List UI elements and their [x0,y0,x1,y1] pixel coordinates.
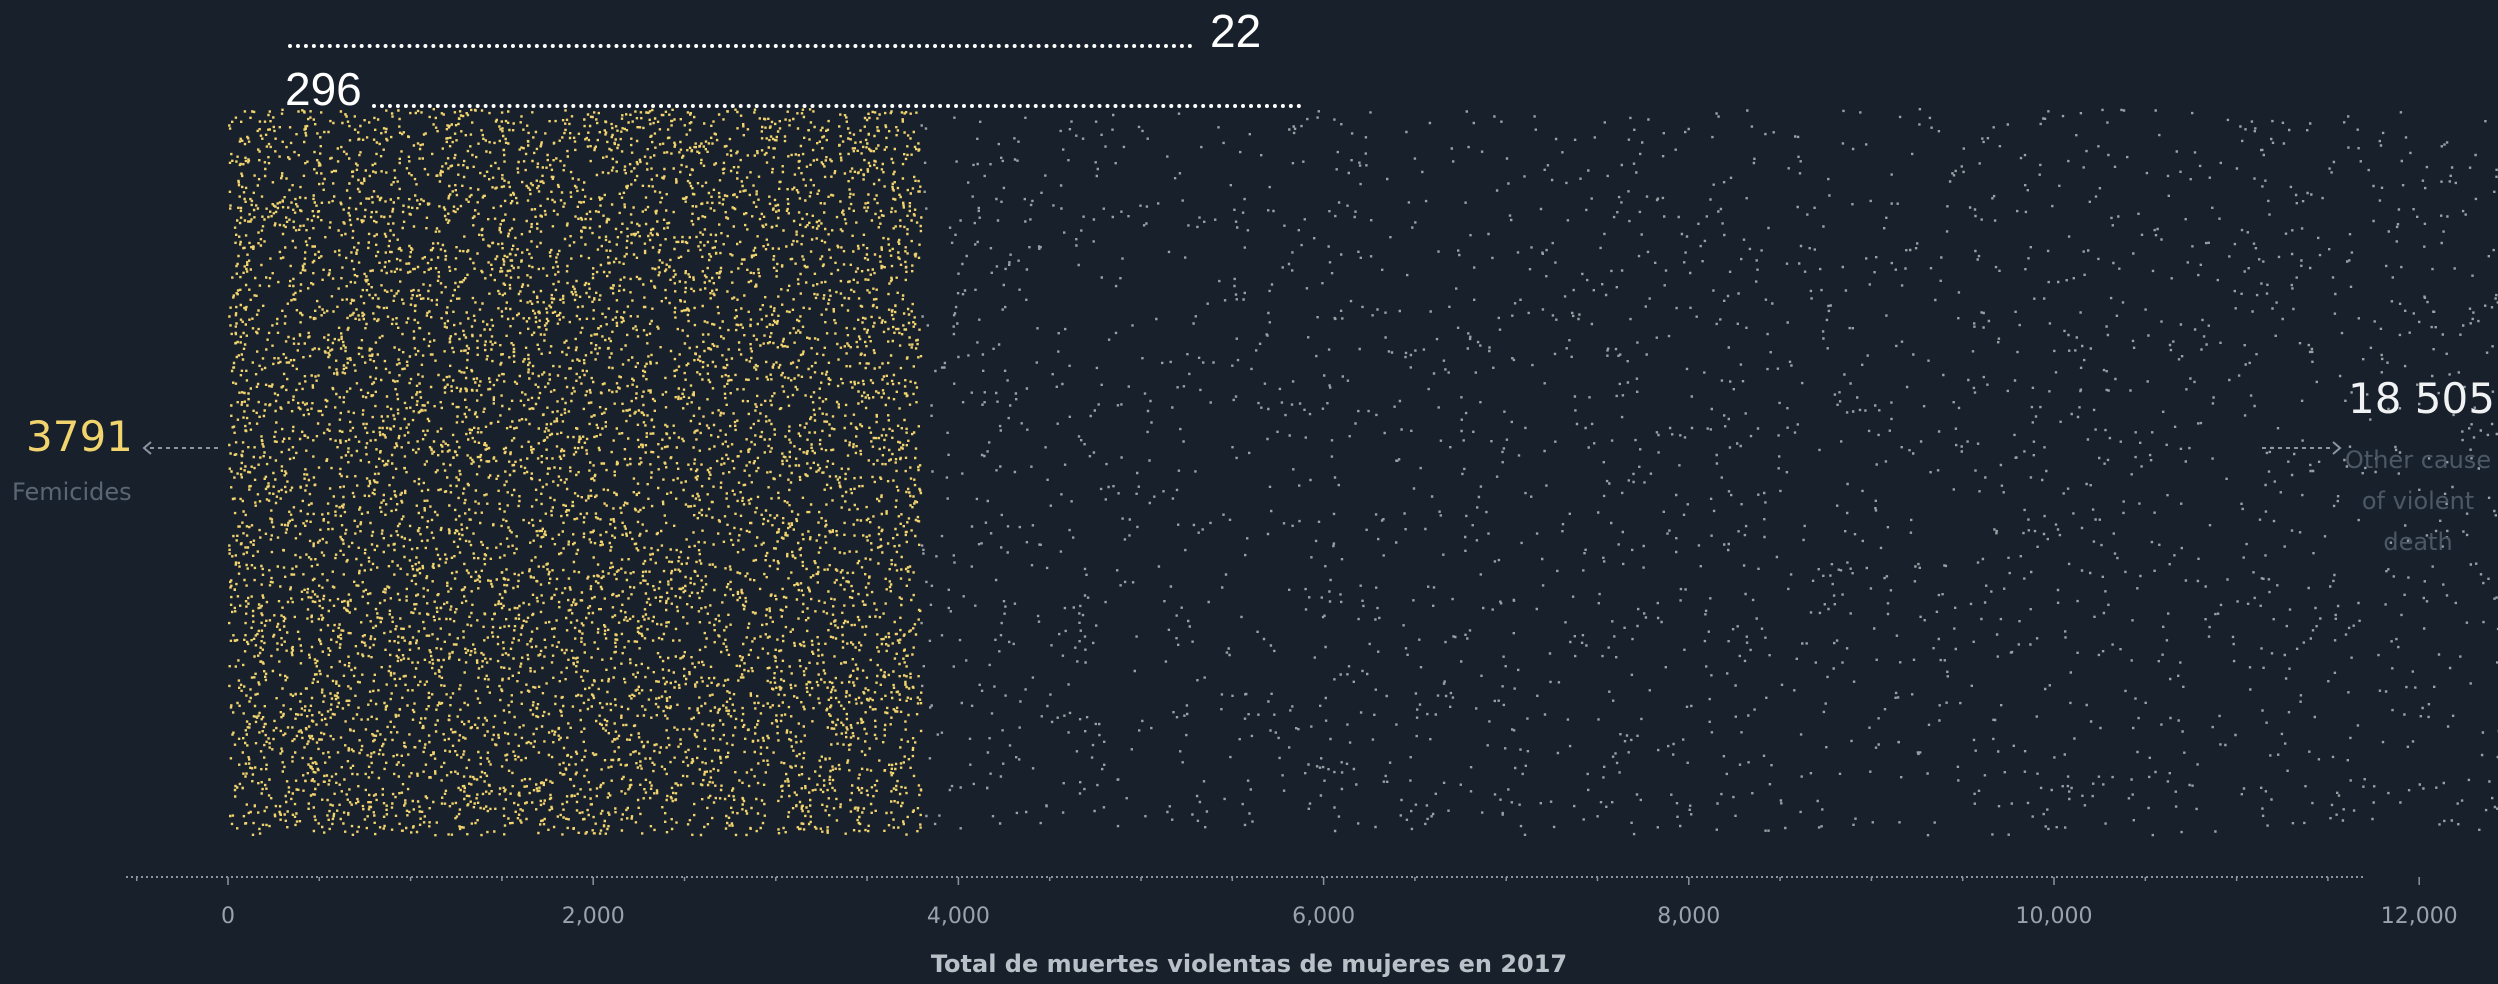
x-tick-label: 2,000 [562,904,625,929]
x-tick-label: 4,000 [927,904,990,929]
total-dotted-line [288,44,1193,48]
total-sub-dotted-line [372,104,1302,108]
other-label-line-1: Other cause [2344,446,2492,474]
dot-layer [228,108,2498,837]
right-arrow-icon [2262,441,2342,455]
other-label-line-3: death [2383,528,2453,556]
x-tick-label: 0 [221,904,235,929]
other-label: Other cause of violent death [2326,440,2498,563]
x-tick-label: 12,000 [2381,904,2458,929]
total-value-continued: 296 [285,63,362,115]
x-tick-label: 6,000 [1292,904,1355,929]
x-axis: 02,0004,0006,0008,00010,00012,00014,0001… [126,876,2458,929]
x-tick-label: 8,000 [1657,904,1720,929]
femicides-label: Femicides [12,478,132,506]
dot-series-femicides [228,108,923,837]
x-tick-label: 10,000 [2016,904,2093,929]
femicides-value: 3791 [26,412,133,461]
other-value: 18 505 [2348,374,2495,423]
x-axis-title: Total de muertes violentas de mujeres en… [930,950,1568,978]
left-arrow-icon [142,441,220,455]
total-value: 22 [1210,5,1262,57]
other-label-line-2: of violent [2361,487,2475,515]
dot-series-other [920,108,2498,837]
